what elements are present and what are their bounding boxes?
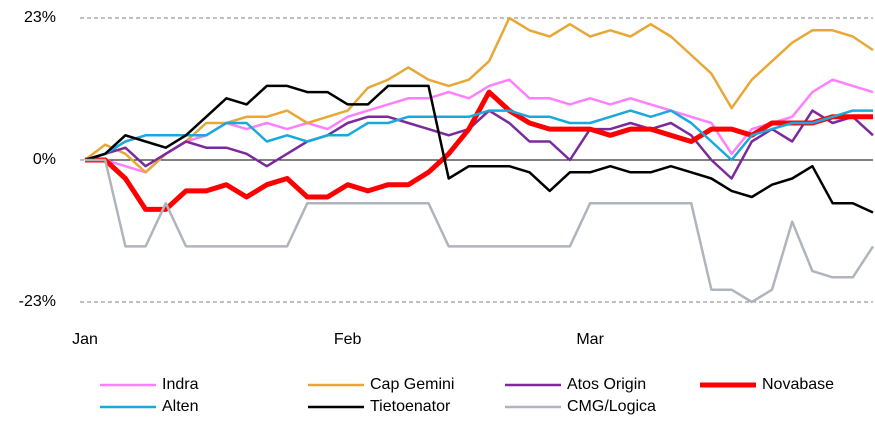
legend-label: Cap Gemini: [370, 376, 454, 393]
series-line: [84, 109, 873, 162]
legend-label: CMG/Logica: [567, 398, 656, 415]
y-tick-label: 23%: [24, 9, 56, 26]
x-tick-label: Feb: [334, 331, 362, 348]
y-tick-label: -23%: [19, 293, 56, 310]
x-tick-label: Jan: [72, 331, 98, 348]
legend-label: Tietoenator: [370, 398, 451, 415]
legend-label: Indra: [162, 376, 199, 393]
series-line: [85, 158, 875, 304]
series-line: [84, 84, 874, 214]
legend-label: Atos Origin: [567, 376, 646, 393]
y-tick-label: 0%: [33, 151, 56, 168]
series-line: [84, 109, 874, 180]
series-line: [85, 89, 873, 212]
series-line: [84, 16, 874, 174]
legend-label: Novabase: [762, 376, 834, 393]
x-tick-label: Mar: [576, 331, 604, 348]
legend-label: Alten: [162, 398, 198, 415]
